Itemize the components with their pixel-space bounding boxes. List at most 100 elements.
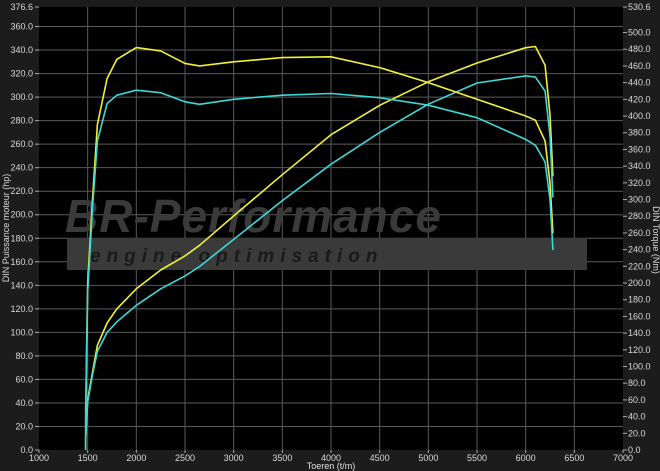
axes-ticks: 1000 1500 2000 2500 3000 3500 4000 4500 5000 5500… — [10, 2, 650, 463]
y-right-tick-label: 300.0 — [628, 195, 651, 205]
data-point — [534, 76, 537, 78]
data-point — [281, 56, 283, 59]
y-left-tick-label: 180.0 — [10, 233, 33, 243]
y-right-tick-label: 140.0 — [628, 328, 651, 338]
data-point — [330, 56, 332, 58]
data-point — [281, 94, 283, 96]
y-left-tick-label: 120.0 — [10, 304, 33, 314]
y-left-tick-label: 280.0 — [10, 116, 33, 126]
data-point — [199, 244, 201, 246]
series-lines — [84, 45, 554, 451]
y-right-tick-label: 360.0 — [628, 144, 651, 154]
data-point — [233, 98, 235, 100]
y-right-tick-label: 260.0 — [628, 228, 651, 238]
y-left-tick-label: 200.0 — [10, 210, 33, 220]
data-point — [549, 198, 551, 201]
watermark-subtitle: engine optimisation — [90, 246, 383, 267]
x-tick-label: 3000 — [224, 453, 244, 463]
data-point — [281, 174, 283, 176]
x-tick-label: 5500 — [467, 453, 487, 463]
data-point — [534, 119, 537, 121]
data-point — [116, 94, 118, 96]
x-tick-label: 5000 — [418, 453, 438, 463]
x-tick-label: 3500 — [272, 453, 292, 463]
data-point — [160, 288, 162, 290]
y-left-tick-label: 80.0 — [15, 351, 33, 361]
y-right-tick-label: 200.0 — [628, 278, 651, 288]
data-point — [160, 50, 162, 52]
power-line-1 — [84, 75, 554, 451]
y-right-tick-label: 60.0 — [628, 395, 646, 405]
data-point — [552, 196, 554, 198]
y-right-tick-label: 420.0 — [628, 94, 651, 104]
y-left-tick-label: 0.0 — [20, 445, 33, 455]
data-point — [184, 275, 186, 277]
data-point — [330, 134, 332, 136]
y-right-tick-label: 460.0 — [628, 61, 651, 71]
y-right-tick-label: 500.0 — [628, 28, 651, 38]
torque-line-2 — [84, 46, 554, 451]
y-left-tick-label: 40.0 — [15, 398, 33, 408]
data-point — [135, 46, 137, 49]
y-left-tick-label: 340.0 — [10, 45, 33, 55]
y-left-tick-label: 376.6 — [10, 2, 33, 12]
data-point — [549, 114, 551, 116]
x-tick-label: 7000 — [613, 453, 633, 463]
data-point — [549, 182, 551, 184]
y-left-tick-label: 100.0 — [10, 327, 33, 337]
y-right-tick-label: 20.0 — [628, 428, 646, 438]
data-point — [199, 265, 201, 268]
data-point — [135, 89, 137, 91]
data-point — [106, 102, 108, 105]
y-right-tick-label: 530.6 — [628, 2, 651, 12]
data-point — [106, 322, 108, 324]
data-point — [476, 62, 478, 64]
y-left-tick-label: 220.0 — [10, 186, 33, 196]
y-right-tick-label: 480.0 — [628, 44, 651, 54]
data-point — [96, 123, 98, 125]
y-left-tick-label: 300.0 — [10, 92, 33, 102]
watermark-logo: BR-Performance engine optimisation — [65, 190, 587, 270]
x-tick-label: 1000 — [29, 453, 49, 463]
data-point — [184, 62, 186, 65]
data-point — [427, 82, 429, 84]
y-right-tick-label: 0.0 — [628, 445, 641, 455]
x-tick-label: 6500 — [564, 453, 584, 463]
x-tick-label: 4500 — [370, 453, 390, 463]
data-point — [476, 82, 478, 84]
watermark-band — [67, 238, 587, 270]
x-tick-label: 6000 — [516, 453, 536, 463]
y-right-tick-label: 400.0 — [628, 111, 651, 121]
data-point — [96, 344, 98, 346]
data-point — [199, 65, 201, 67]
data-point — [106, 331, 108, 333]
y-right-tick-label: 80.0 — [628, 378, 646, 388]
data-point — [379, 97, 381, 99]
data-point — [199, 103, 201, 105]
data-point — [281, 200, 283, 202]
data-point — [160, 92, 162, 94]
data-point — [135, 304, 137, 306]
data-point — [85, 407, 87, 409]
data-point — [379, 131, 381, 133]
y-left-tick-label: 160.0 — [10, 257, 33, 267]
data-point — [534, 45, 537, 48]
data-point — [534, 144, 537, 146]
y-right-tick-label: 180.0 — [628, 295, 651, 305]
y-right-tick-label: 220.0 — [628, 261, 651, 271]
y-right-tick-label: 240.0 — [628, 245, 651, 255]
data-point — [184, 255, 186, 257]
data-point — [87, 290, 89, 292]
y-right-tick-label: 120.0 — [628, 345, 651, 355]
y-left-tick-label: 240.0 — [10, 163, 33, 173]
data-point — [330, 92, 332, 95]
watermark-title: BR-Performance — [65, 190, 442, 242]
data-point — [160, 269, 162, 271]
y-left-axis-label: DIN Puissance moteur (hp) — [1, 174, 11, 283]
power-line-0 — [84, 45, 554, 451]
y-right-tick-label: 320.0 — [628, 178, 651, 188]
y-right-tick-label: 340.0 — [628, 161, 651, 171]
y-left-tick-label: 140.0 — [10, 280, 33, 290]
data-point — [379, 67, 381, 69]
